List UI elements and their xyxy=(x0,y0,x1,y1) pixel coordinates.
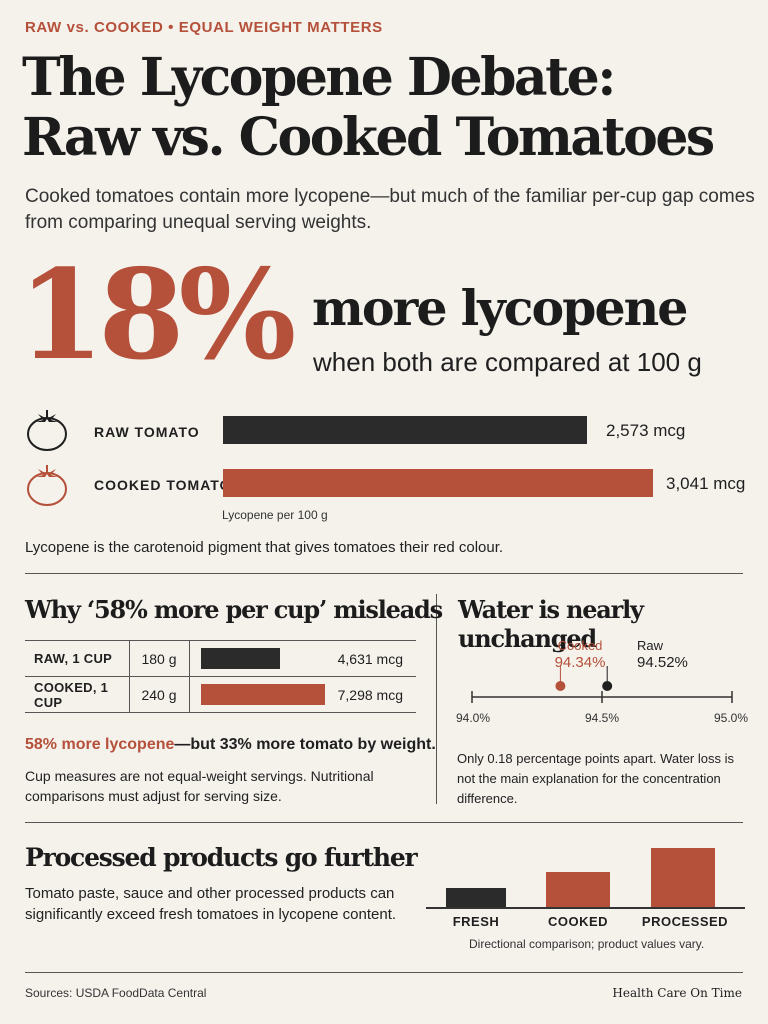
cooked-water-value: 94.34% xyxy=(554,654,606,671)
cup-callout-highlight: 58% more lycopene xyxy=(25,736,175,753)
cup-row-bar-cell xyxy=(189,676,333,713)
processed-bar-chart xyxy=(426,840,745,908)
title-line-1: The Lycopene Debate: xyxy=(22,47,616,108)
cooked-tomato-value: 3,041 mcg xyxy=(666,474,746,493)
cup-raw-bar xyxy=(200,648,280,669)
page-title: The Lycopene Debate: Raw vs. Cooked Toma… xyxy=(22,48,752,168)
cooked-water-label: Cooked xyxy=(557,638,603,653)
table-row: COOKED, 1 CUP 240 g 7,298 mcg xyxy=(25,676,416,713)
cup-row-value: 7,298 mcg xyxy=(332,676,416,713)
cup-note: Cup measures are not equal-weight servin… xyxy=(25,768,374,804)
category-label: COOKED xyxy=(547,914,609,929)
axis-tick-label: 94.5% xyxy=(585,711,620,725)
raw-water-label: Raw xyxy=(637,638,664,653)
cup-cooked-bar xyxy=(200,684,325,705)
category-label: FRESH xyxy=(452,914,500,929)
raw-tomato-bar xyxy=(223,416,587,444)
fresh-bar xyxy=(446,888,506,908)
processed-body: Tomato paste, sauce and other processed … xyxy=(25,885,397,923)
title-line-2: Raw vs. Cooked Tomatoes xyxy=(22,107,715,168)
processed-section-heading: Processed products go further xyxy=(25,843,418,872)
hero-big-number: 18% xyxy=(18,243,296,388)
axis-tick-label: 95.0% xyxy=(714,711,749,725)
raw-water-dot xyxy=(602,681,613,691)
raw-water-value: 94.52% xyxy=(637,654,688,671)
hero-subline: when both are compared at 100 g xyxy=(313,347,702,377)
cooked-water-dot xyxy=(555,681,566,691)
subtitle: Cooked tomatoes contain more lycopene—bu… xyxy=(25,186,755,233)
cooked-bar xyxy=(546,872,610,908)
divider xyxy=(25,972,743,973)
kicker: RAW vs. COOKED • EQUAL WEIGHT MATTERS xyxy=(25,19,383,36)
cup-row-label: COOKED, 1 CUP xyxy=(25,676,130,713)
table-row: RAW, 1 CUP 180 g 4,631 mcg xyxy=(25,640,416,677)
lycopene-footnote: Lycopene is the carotenoid pigment that … xyxy=(25,539,504,556)
bar-axis-note: Lycopene per 100 g xyxy=(222,508,328,522)
cup-row-label: RAW, 1 CUP xyxy=(25,640,130,677)
divider xyxy=(25,573,743,574)
tomato-outline-icon xyxy=(24,405,70,453)
sources: Sources: USDA FoodData Central xyxy=(25,986,207,1000)
hero-headline: more lycopene xyxy=(312,279,688,337)
cup-row-bar-cell xyxy=(189,640,333,677)
chart-baseline xyxy=(426,907,745,909)
category-label: PROCESSED xyxy=(641,914,729,929)
raw-tomato-label: RAW TOMATO xyxy=(94,424,200,440)
cup-row-weight: 240 g xyxy=(129,676,190,713)
divider xyxy=(25,822,743,823)
cooked-tomato-bar xyxy=(223,469,653,497)
axis-tick-label: 94.0% xyxy=(456,711,491,725)
cup-callout: 58% more lycopene—but 33% more tomato by… xyxy=(25,736,436,754)
water-number-line xyxy=(458,630,748,730)
processed-bar xyxy=(651,848,715,908)
chart-note: Directional comparison; product values v… xyxy=(469,937,705,951)
column-divider xyxy=(436,594,437,804)
cup-row-value: 4,631 mcg xyxy=(332,640,416,677)
tomato-outline-red-icon xyxy=(24,460,70,508)
cooked-tomato-label: COOKED TOMATO xyxy=(94,477,232,493)
cup-row-weight: 180 g xyxy=(129,640,190,677)
cup-section-heading: Why ‘58% more per cup’ misleads xyxy=(25,595,443,624)
cup-comparison-table: RAW, 1 CUP 180 g 4,631 mcg COOKED, 1 CUP… xyxy=(25,640,416,713)
cup-callout-rest: —but 33% more tomato by weight. xyxy=(174,736,436,753)
brand-name: Health Care On Time xyxy=(612,986,742,1000)
water-section-heading: Water is nearly unchanged xyxy=(458,595,644,653)
water-note: Only 0.18 percentage points apart. Water… xyxy=(457,751,734,806)
raw-tomato-value: 2,573 mcg xyxy=(606,421,686,440)
